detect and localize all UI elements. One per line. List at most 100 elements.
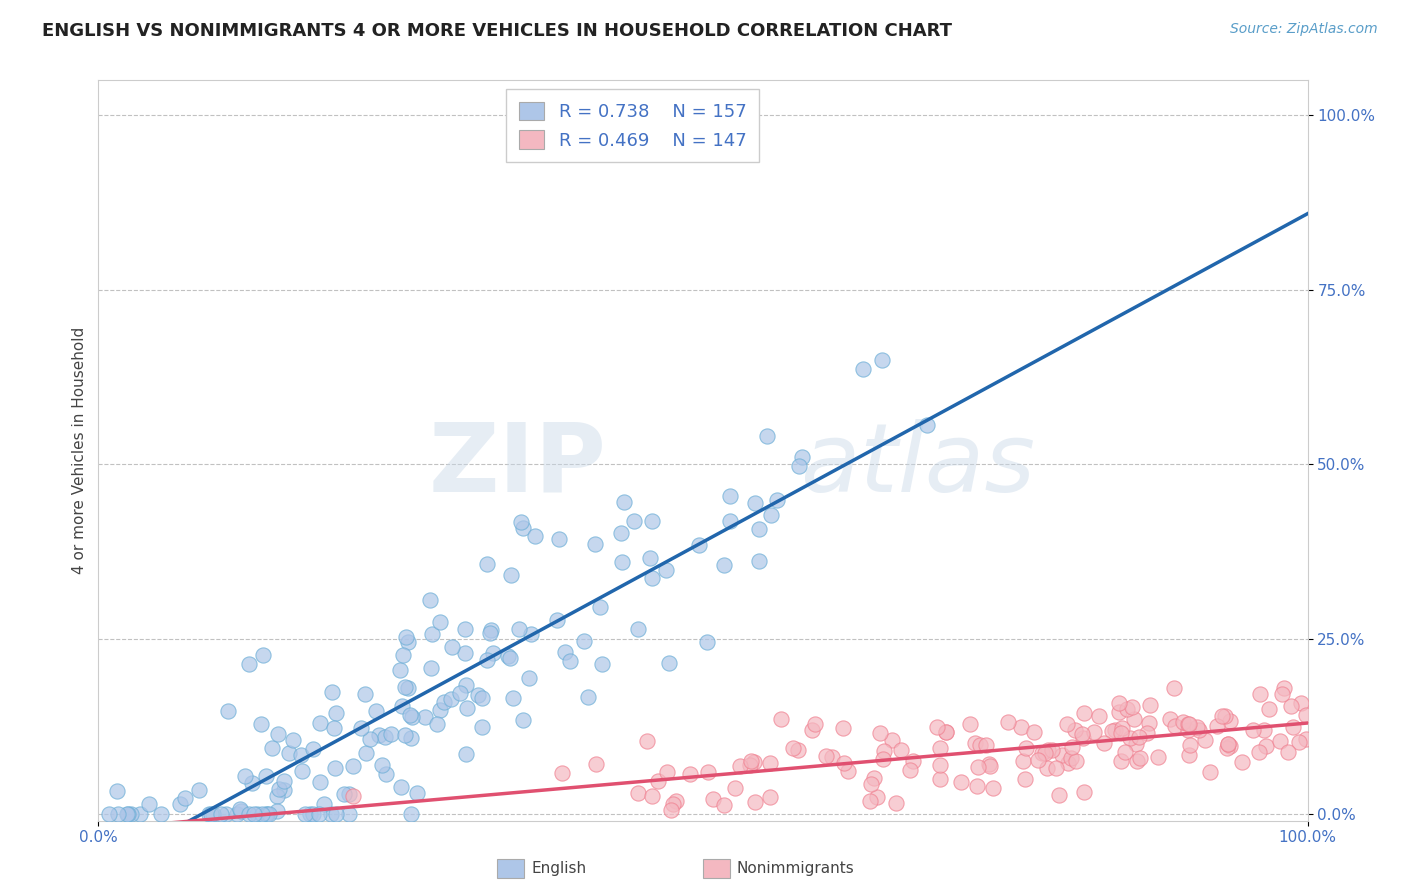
Point: [740, 757, 762, 772]
Point: [308, 716, 330, 731]
Point: [765, 493, 787, 508]
Point: [1036, 761, 1059, 775]
Point: [688, 538, 710, 552]
Point: [1073, 785, 1095, 799]
Point: [744, 795, 766, 809]
Point: [662, 797, 685, 812]
Point: [454, 646, 477, 660]
Point: [1071, 731, 1094, 746]
Point: [499, 567, 522, 582]
Point: [278, 747, 301, 761]
Point: [467, 688, 489, 702]
Point: [512, 714, 534, 728]
Point: [623, 514, 645, 528]
Point: [1026, 753, 1049, 767]
Point: [366, 704, 388, 718]
Point: [259, 806, 281, 821]
Point: [256, 806, 278, 821]
Point: [449, 685, 471, 699]
Point: [370, 758, 392, 772]
Point: [429, 703, 451, 717]
Point: [641, 789, 664, 803]
Point: [724, 780, 747, 795]
Point: [252, 648, 274, 663]
Point: [790, 450, 813, 465]
Point: [657, 765, 679, 780]
Point: [333, 787, 356, 801]
Point: [396, 681, 419, 695]
Point: [915, 418, 938, 433]
Point: [233, 769, 256, 783]
Point: [641, 571, 664, 585]
Point: [308, 806, 330, 821]
Point: [981, 781, 1004, 796]
Point: [759, 789, 782, 804]
Point: [1219, 739, 1241, 753]
Point: [479, 623, 502, 637]
Point: [169, 797, 191, 811]
Point: [873, 744, 896, 758]
Point: [929, 772, 952, 787]
Point: [1092, 737, 1115, 751]
Point: [576, 690, 599, 705]
Point: [388, 663, 411, 677]
Point: [697, 765, 720, 780]
Point: [508, 622, 530, 636]
Point: [1230, 755, 1253, 769]
Point: [1118, 731, 1140, 745]
Point: [832, 721, 855, 735]
Point: [821, 750, 844, 764]
Point: [322, 721, 344, 735]
Point: [249, 716, 271, 731]
Point: [97, 806, 120, 821]
Point: [1254, 739, 1277, 754]
Point: [325, 706, 347, 720]
Point: [138, 797, 160, 812]
Point: [238, 657, 260, 671]
Point: [243, 806, 266, 821]
Point: [863, 771, 886, 785]
Point: [510, 515, 533, 529]
Point: [997, 715, 1019, 730]
Point: [903, 754, 925, 768]
Point: [890, 743, 912, 757]
Point: [273, 782, 295, 797]
Point: [872, 751, 894, 765]
Point: [496, 649, 519, 664]
Point: [1126, 754, 1149, 768]
Point: [290, 748, 312, 763]
Point: [520, 627, 543, 641]
Point: [898, 763, 921, 777]
Point: [201, 806, 224, 821]
Point: [658, 656, 681, 670]
Point: [254, 806, 277, 821]
Point: [787, 458, 810, 473]
Point: [246, 806, 269, 821]
Point: [966, 779, 988, 793]
Point: [979, 756, 1001, 771]
Point: [1050, 747, 1073, 762]
Point: [498, 651, 520, 665]
Point: [801, 723, 824, 737]
Point: [1288, 735, 1310, 749]
Point: [356, 746, 378, 760]
Point: [548, 532, 571, 546]
Point: [769, 712, 792, 726]
Point: [240, 776, 263, 790]
Point: [748, 522, 770, 536]
Point: [454, 622, 477, 636]
Point: [477, 558, 499, 572]
Point: [1114, 745, 1136, 759]
Point: [1253, 723, 1275, 737]
Point: [1047, 788, 1070, 802]
Point: [238, 806, 260, 821]
Point: [512, 521, 534, 535]
Point: [1031, 746, 1053, 760]
Point: [1121, 699, 1143, 714]
Point: [229, 802, 252, 816]
Point: [339, 806, 361, 821]
Point: [1042, 743, 1064, 757]
Point: [610, 555, 633, 569]
Point: [281, 733, 304, 747]
Point: [1045, 761, 1067, 775]
